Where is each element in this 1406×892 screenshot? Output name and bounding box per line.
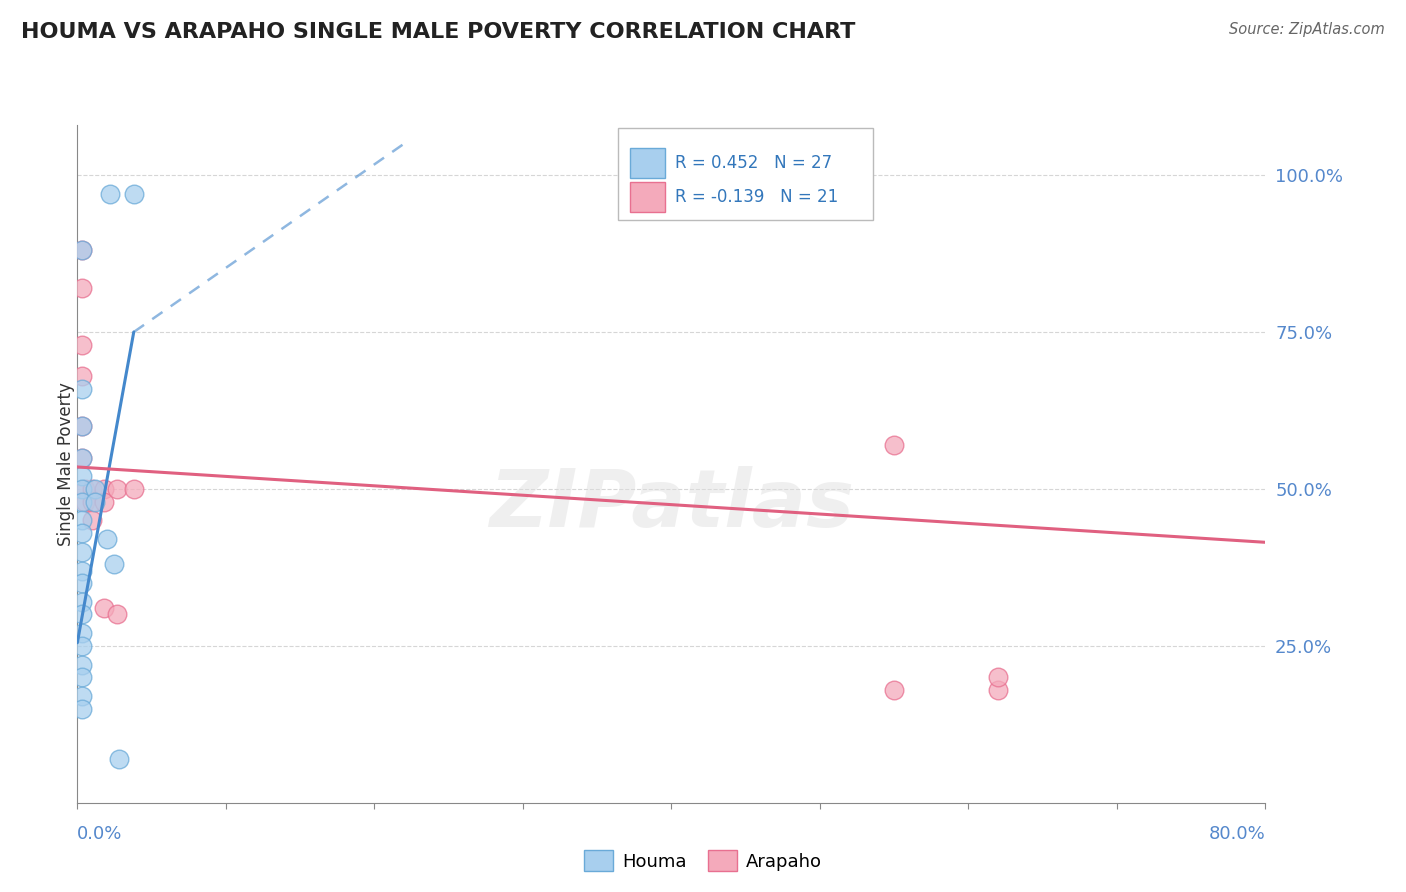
Point — [70, 564, 93, 578]
Point — [70, 576, 93, 591]
Text: 80.0%: 80.0% — [1209, 825, 1265, 843]
Point — [70, 701, 93, 715]
Point — [70, 419, 93, 434]
Point — [70, 689, 93, 703]
Point — [122, 482, 145, 496]
Text: HOUMA VS ARAPAHO SINGLE MALE POVERTY CORRELATION CHART: HOUMA VS ARAPAHO SINGLE MALE POVERTY COR… — [21, 22, 855, 42]
Point — [70, 244, 93, 258]
Point — [122, 186, 145, 201]
Point — [883, 682, 905, 697]
Point — [70, 450, 93, 465]
Point — [70, 337, 93, 351]
Point — [70, 368, 93, 383]
Point — [70, 244, 93, 258]
Point — [883, 438, 905, 452]
Point — [98, 186, 121, 201]
Bar — [630, 148, 665, 178]
Point — [93, 601, 115, 615]
Point — [82, 494, 104, 508]
Text: Source: ZipAtlas.com: Source: ZipAtlas.com — [1229, 22, 1385, 37]
Bar — [630, 182, 665, 212]
Point — [70, 482, 93, 496]
Point — [107, 607, 129, 622]
Point — [107, 482, 129, 496]
Point — [82, 513, 104, 527]
Text: R = -0.139   N = 21: R = -0.139 N = 21 — [675, 188, 838, 206]
Point — [70, 419, 93, 434]
Point — [93, 494, 115, 508]
Text: 0.0%: 0.0% — [77, 825, 122, 843]
Y-axis label: Single Male Poverty: Single Male Poverty — [58, 382, 75, 546]
Point — [70, 626, 93, 640]
Point — [987, 682, 1010, 697]
Point — [70, 670, 93, 684]
Legend: Houma, Arapaho: Houma, Arapaho — [576, 843, 830, 879]
Text: R = 0.452   N = 27: R = 0.452 N = 27 — [675, 154, 832, 172]
Point — [93, 482, 115, 496]
Point — [84, 494, 107, 508]
Point — [108, 752, 131, 766]
Point — [70, 639, 93, 653]
Point — [73, 494, 96, 508]
Point — [70, 513, 93, 527]
Point — [70, 657, 93, 672]
Point — [70, 382, 93, 396]
Point — [70, 494, 93, 508]
Point — [84, 482, 107, 496]
Point — [70, 469, 93, 483]
Text: ZIPatlas: ZIPatlas — [489, 466, 853, 543]
Point — [70, 525, 93, 540]
Point — [103, 558, 125, 572]
Point — [96, 532, 118, 546]
Point — [73, 482, 96, 496]
Point — [987, 670, 1010, 684]
Point — [70, 607, 93, 622]
Point — [70, 281, 93, 295]
FancyBboxPatch shape — [617, 128, 873, 219]
Point — [70, 545, 93, 559]
Point — [82, 482, 104, 496]
Point — [70, 595, 93, 609]
Point — [70, 450, 93, 465]
